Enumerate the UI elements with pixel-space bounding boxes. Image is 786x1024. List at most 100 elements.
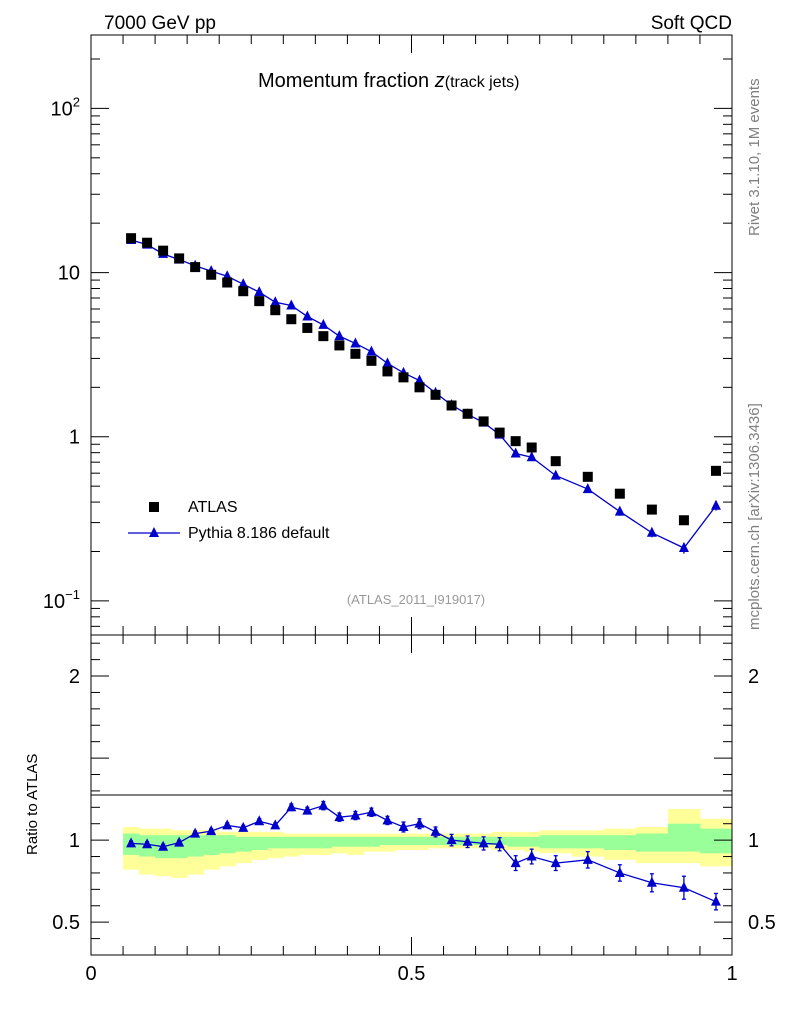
ratio-band-green xyxy=(379,836,396,846)
legend-pythia-marker xyxy=(149,527,159,537)
ratio-yaxis: 0.5 0.5 1 1 2 2 xyxy=(52,642,776,956)
ratio-ylabel: Ratio to ATLAS xyxy=(24,754,41,855)
main-ytick-label: 102 xyxy=(51,94,80,120)
atlas-point xyxy=(238,286,249,297)
pythia-point xyxy=(526,451,537,462)
pythia-point xyxy=(550,469,561,480)
ratio-point xyxy=(302,804,313,815)
atlas-point xyxy=(222,277,233,288)
ratio-ytick-label-right: 2 xyxy=(748,666,759,688)
ratio-point xyxy=(334,811,345,822)
atlas-point xyxy=(614,488,625,499)
ratio-band-green xyxy=(347,836,364,847)
main-ytick-exponent: −1 xyxy=(65,587,80,602)
pythia-point xyxy=(366,345,377,356)
legend: ATLAS Pythia 8.186 default xyxy=(128,499,330,542)
atlas-point xyxy=(366,355,377,366)
ratio-frame xyxy=(90,634,733,956)
ratio-band-green xyxy=(203,835,220,855)
ratio-band-green xyxy=(571,835,605,849)
ratio-point xyxy=(366,806,377,817)
ratio-point xyxy=(238,821,249,832)
main-ytick-label: 1 xyxy=(69,427,80,449)
main-ytick-base: 10 xyxy=(51,98,73,120)
atlas-point xyxy=(582,471,593,482)
atlas-point xyxy=(646,504,657,515)
atlas-point xyxy=(510,436,521,447)
ratio-bands xyxy=(123,808,733,878)
ratio-ytick-label-left: 2 xyxy=(69,666,80,688)
ratio-band-green xyxy=(235,836,252,852)
rivet-side-label: Rivet 3.1.10, 1M events xyxy=(746,78,763,236)
atlas-point xyxy=(710,465,721,476)
atlas-point xyxy=(382,366,393,377)
atlas-point xyxy=(318,331,329,342)
ratio-point xyxy=(286,801,297,812)
ratio-point xyxy=(710,895,721,906)
analysis-watermark: (ATLAS_2011_I919017) xyxy=(347,592,485,607)
ratio-point xyxy=(398,821,409,831)
ratio-band-green xyxy=(219,835,236,854)
atlas-point xyxy=(550,456,561,467)
ratio-band-green xyxy=(523,836,541,847)
atlas-point xyxy=(254,296,265,307)
ratio-band-green xyxy=(363,836,380,847)
source-side-label: mcplots.cern.ch [arXiv:1306.3436] xyxy=(746,403,763,630)
pythia-point xyxy=(678,542,689,553)
header-right-label: Soft QCD xyxy=(651,13,732,34)
atlas-point xyxy=(350,348,361,359)
ratio-band-green xyxy=(539,835,573,849)
ratio-point xyxy=(350,809,361,820)
atlas-point xyxy=(398,372,409,383)
main-title-sub: (track jets) xyxy=(445,74,520,91)
ratio-ytick-label-right: 1 xyxy=(748,830,759,852)
pythia-point xyxy=(238,278,249,289)
ratio-point xyxy=(382,814,393,825)
main-ytick-exponent: 2 xyxy=(73,94,80,109)
ratio-xtick-label: 0.5 xyxy=(398,963,426,985)
main-minor-ticks xyxy=(91,58,732,627)
ratio-point xyxy=(190,827,201,838)
atlas-point xyxy=(478,416,489,427)
main-panel: Momentum fraction z(track jets) 10−11101… xyxy=(43,34,733,636)
pythia-point xyxy=(286,299,297,310)
legend-atlas-marker xyxy=(149,502,159,512)
atlas-point xyxy=(334,340,345,351)
ratio-ytick-label-left: 0.5 xyxy=(52,912,80,934)
atlas-point xyxy=(126,233,137,244)
atlas-point xyxy=(678,515,689,526)
pythia-point xyxy=(582,483,593,494)
atlas-point xyxy=(206,269,217,280)
atlas-point xyxy=(414,382,425,393)
ratio-band-green xyxy=(427,836,445,846)
ratio-point xyxy=(462,835,473,846)
pythia-point xyxy=(334,330,345,341)
ratio-point xyxy=(430,825,441,836)
atlas-point xyxy=(174,253,185,264)
legend-pythia-label: Pythia 8.186 default xyxy=(188,525,330,542)
ratio-point xyxy=(222,819,233,830)
ratio-point xyxy=(206,825,217,836)
atlas-point xyxy=(158,245,169,256)
main-data-layer xyxy=(126,233,721,554)
ratio-xtick-label: 1 xyxy=(726,963,737,985)
main-frame xyxy=(90,34,733,636)
ratio-band-green xyxy=(171,835,188,859)
ratio-data-layer xyxy=(126,799,721,911)
ratio-point xyxy=(526,850,537,861)
pythia-point xyxy=(302,310,313,321)
legend-atlas-label: ATLAS xyxy=(188,499,238,516)
ratio-band-green xyxy=(507,836,525,847)
ratio-band-green xyxy=(283,836,300,849)
pythia-point xyxy=(710,499,721,510)
ratio-point xyxy=(550,857,561,868)
main-ytick-label: 10−1 xyxy=(43,587,80,613)
ratio-ytick-label-right: 0.5 xyxy=(748,912,776,934)
ratio-band-green xyxy=(331,836,348,847)
pythia-point xyxy=(254,286,265,297)
ratio-point xyxy=(582,853,593,864)
pythia-point xyxy=(614,505,625,516)
ratio-point xyxy=(646,876,657,887)
atlas-point xyxy=(526,442,537,453)
ratio-point xyxy=(678,881,689,892)
